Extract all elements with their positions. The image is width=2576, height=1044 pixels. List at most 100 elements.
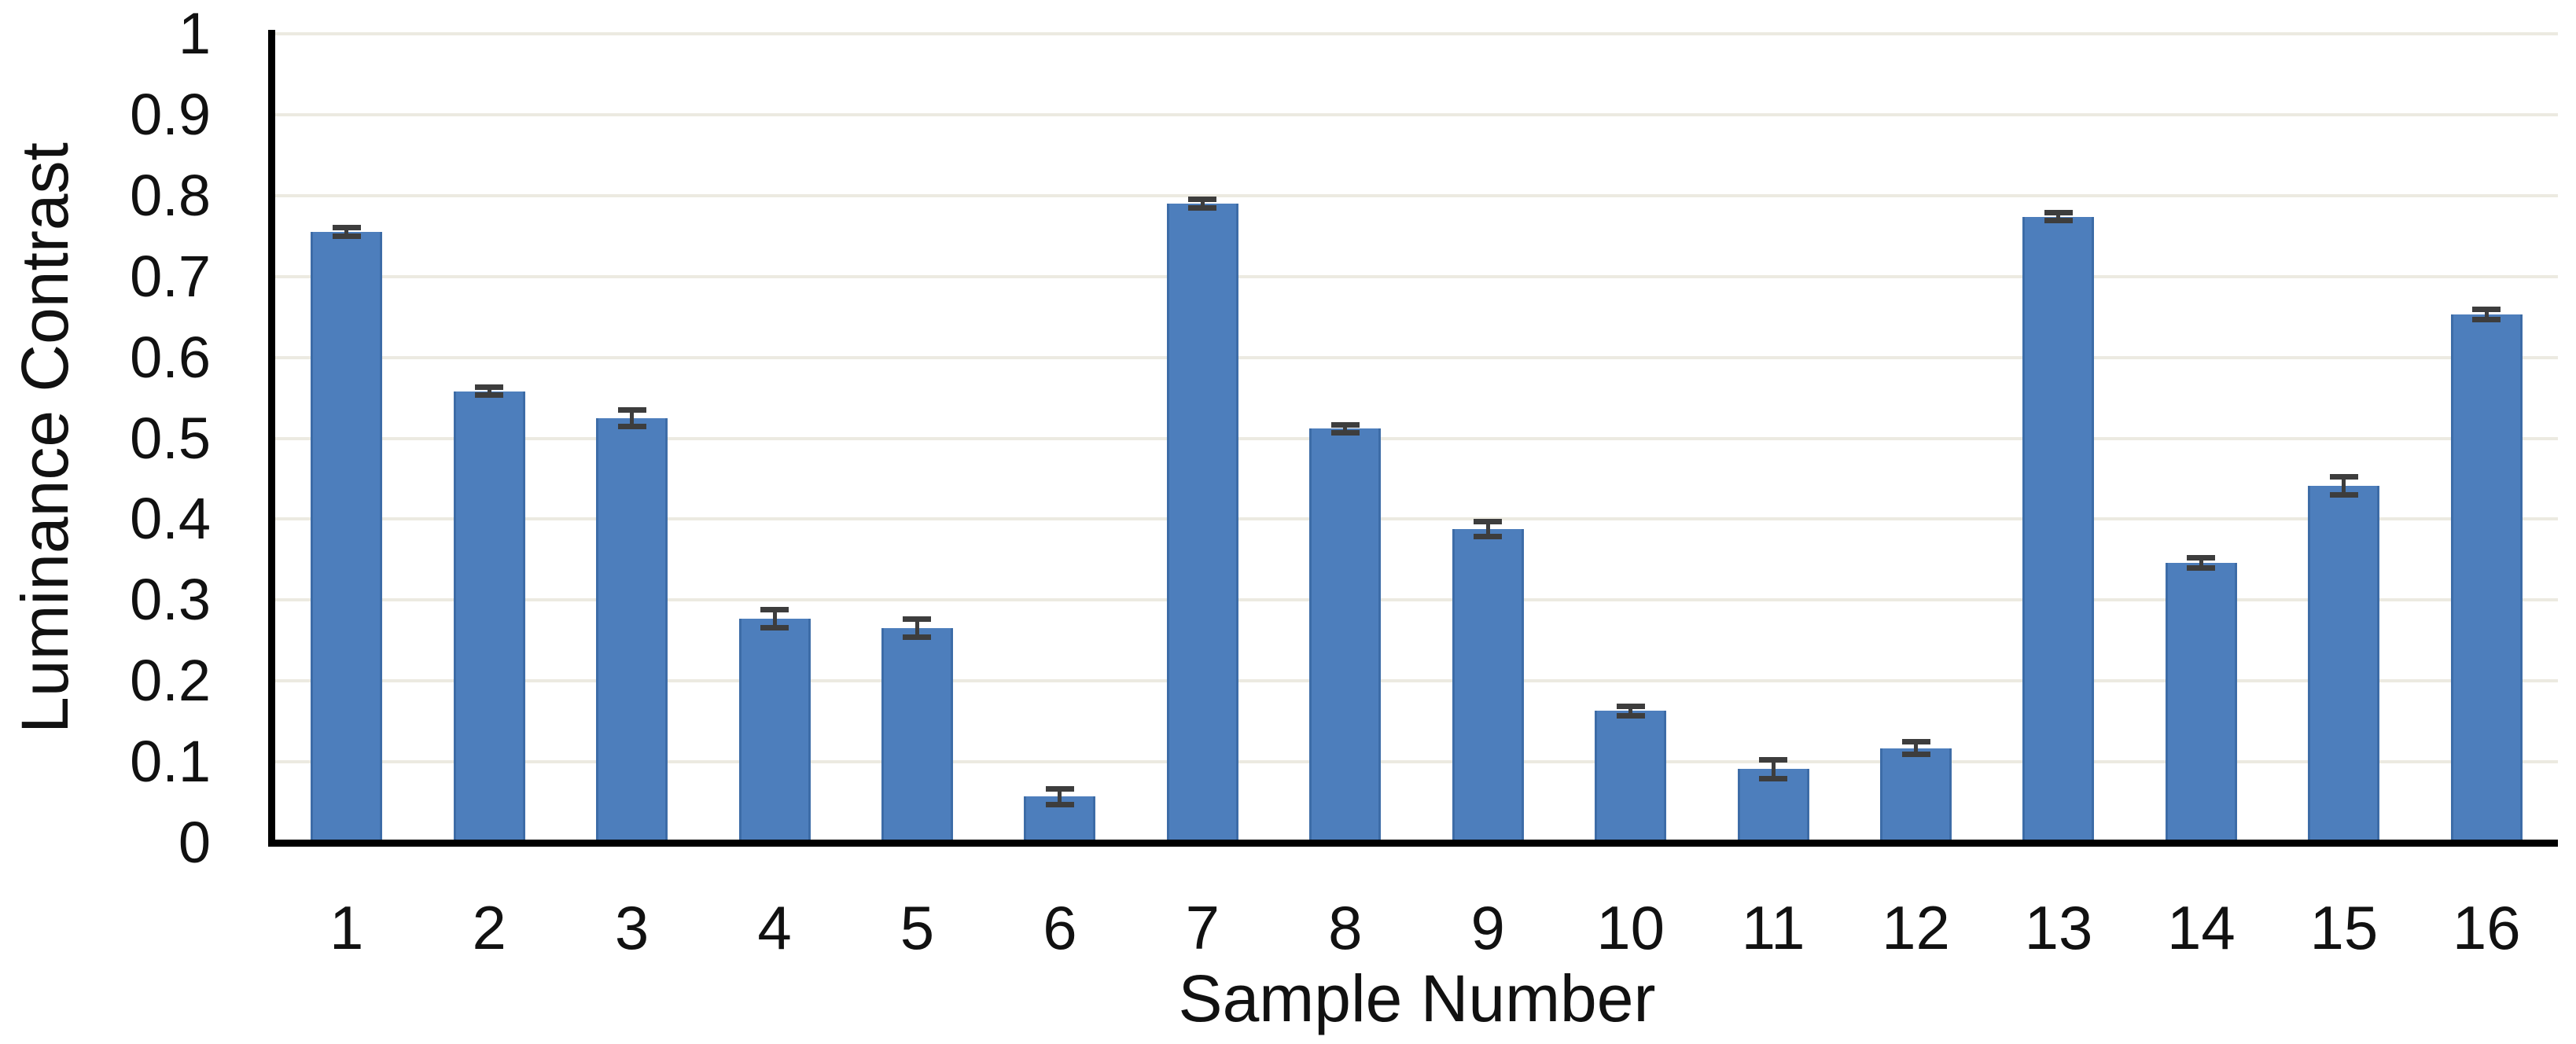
x-tick-label-8: 8 — [1328, 893, 1363, 962]
gridline-y-0.3 — [275, 598, 2558, 602]
y-tick-label-0.5: 0.5 — [130, 405, 211, 471]
x-tick-label-7: 7 — [1185, 893, 1220, 962]
bar-sample-7 — [1166, 204, 1238, 843]
error-bar-cap-top-sample-8 — [1330, 421, 1360, 428]
bar-sample-10 — [1595, 711, 1667, 843]
x-tick-label-15: 15 — [2309, 893, 2379, 962]
error-bar-line-sample-3 — [630, 410, 635, 427]
error-bar-cap-bottom-sample-6 — [1045, 802, 1074, 808]
error-bar-line-sample-4 — [772, 609, 777, 628]
x-axis-line — [268, 840, 2558, 847]
bar-sample-13 — [2022, 216, 2095, 843]
y-tick-label-0: 0 — [178, 810, 211, 875]
x-tick-label-9: 9 — [1470, 893, 1505, 962]
error-bar-line-sample-13 — [2056, 212, 2061, 221]
y-tick-label-0.6: 0.6 — [130, 324, 211, 390]
error-bar-cap-bottom-sample-5 — [903, 634, 932, 641]
error-bar-cap-top-sample-10 — [1616, 703, 1645, 709]
error-bar-cap-top-sample-15 — [2329, 474, 2358, 480]
error-bar-cap-bottom-sample-3 — [617, 423, 646, 429]
y-tick-label-0.2: 0.2 — [130, 648, 211, 714]
error-bar-cap-top-sample-6 — [1045, 785, 1074, 792]
error-bar-line-sample-2 — [487, 387, 491, 395]
error-bar-line-sample-9 — [1485, 521, 1490, 536]
error-bar-line-sample-8 — [1343, 425, 1348, 433]
y-tick-label-1: 1 — [178, 1, 211, 66]
error-bar-cap-top-sample-5 — [903, 616, 932, 623]
x-tick-label-2: 2 — [472, 893, 506, 962]
bar-sample-1 — [311, 232, 383, 843]
error-bar-line-sample-14 — [2199, 557, 2203, 568]
error-bar-cap-bottom-sample-4 — [760, 624, 789, 630]
error-bar-line-sample-6 — [1058, 789, 1062, 805]
bar-sample-16 — [2450, 314, 2523, 843]
error-bar-cap-bottom-sample-15 — [2329, 492, 2358, 498]
bar-sample-3 — [596, 417, 668, 843]
bar-sample-8 — [1309, 428, 1382, 843]
gridline-y-1 — [275, 32, 2558, 35]
error-bar-cap-bottom-sample-9 — [1474, 533, 1503, 539]
x-tick-label-5: 5 — [900, 893, 935, 962]
error-bar-cap-top-sample-12 — [1901, 738, 1930, 744]
error-bar-cap-bottom-sample-11 — [1759, 776, 1788, 782]
x-tick-label-13: 13 — [2024, 893, 2093, 962]
x-tick-label-3: 3 — [614, 893, 650, 962]
gridline-y-0.1 — [275, 760, 2558, 764]
x-tick-label-16: 16 — [2452, 893, 2521, 962]
error-bar-line-sample-7 — [1200, 199, 1205, 208]
x-tick-label-6: 6 — [1043, 893, 1077, 962]
bar-sample-12 — [1880, 748, 1952, 843]
bar-sample-9 — [1452, 528, 1524, 843]
error-bar-cap-bottom-sample-14 — [2187, 564, 2216, 571]
y-tick-label-0.9: 0.9 — [130, 81, 211, 147]
error-bar-cap-bottom-sample-2 — [475, 392, 504, 399]
gridline-y-0.2 — [275, 679, 2558, 683]
y-tick-label-0.8: 0.8 — [130, 162, 211, 228]
gridline-y-0.9 — [275, 112, 2558, 116]
error-bar-line-sample-11 — [1771, 759, 1776, 779]
gridline-y-0.8 — [275, 193, 2558, 197]
gridline-y-0.7 — [275, 274, 2558, 278]
error-bar-cap-bottom-sample-16 — [2472, 316, 2501, 322]
gridline-y-0.4 — [275, 517, 2558, 521]
bar-sample-15 — [2308, 486, 2380, 843]
error-bar-cap-bottom-sample-13 — [2044, 218, 2073, 224]
bar-sample-14 — [2165, 562, 2237, 843]
y-tick-label-0.3: 0.3 — [130, 567, 211, 633]
x-tick-label-11: 11 — [1741, 893, 1805, 962]
error-bar-line-sample-12 — [1914, 741, 1919, 755]
error-bar-cap-top-sample-4 — [760, 607, 789, 613]
error-bar-cap-bottom-sample-1 — [332, 233, 361, 239]
error-bar-line-sample-5 — [914, 619, 919, 638]
gridline-y-0.6 — [275, 355, 2558, 359]
x-tick-label-14: 14 — [2167, 893, 2236, 962]
y-axis-line — [268, 30, 275, 847]
x-tick-label-1: 1 — [329, 893, 364, 962]
error-bar-line-sample-10 — [1628, 706, 1633, 716]
error-bar-cap-top-sample-14 — [2187, 555, 2216, 561]
error-bar-cap-bottom-sample-12 — [1901, 752, 1930, 758]
y-tick-label-0.4: 0.4 — [130, 486, 211, 552]
error-bar-cap-top-sample-2 — [475, 384, 504, 391]
error-bar-line-sample-1 — [344, 227, 349, 237]
bar-sample-2 — [453, 391, 525, 843]
y-tick-label-0.1: 0.1 — [130, 729, 211, 795]
error-bar-cap-bottom-sample-10 — [1616, 712, 1645, 719]
error-bar-cap-top-sample-7 — [1188, 197, 1217, 203]
error-bar-cap-bottom-sample-8 — [1330, 429, 1360, 436]
x-tick-label-10: 10 — [1596, 893, 1665, 962]
error-bar-cap-top-sample-1 — [332, 225, 361, 231]
error-bar-cap-top-sample-11 — [1759, 756, 1788, 763]
x-axis-title: Sample Number — [1178, 961, 1656, 1035]
error-bar-line-sample-15 — [2342, 476, 2346, 495]
y-tick-label-0.7: 0.7 — [130, 243, 211, 309]
bar-sample-4 — [738, 618, 811, 843]
bar-sample-5 — [881, 628, 953, 843]
x-tick-label-12: 12 — [1882, 893, 1950, 962]
